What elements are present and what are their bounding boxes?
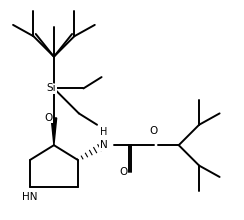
- Text: O: O: [119, 167, 127, 177]
- Text: O: O: [44, 113, 52, 123]
- Text: H: H: [100, 127, 108, 137]
- Text: HN: HN: [22, 192, 38, 202]
- Text: N: N: [100, 140, 108, 150]
- Polygon shape: [51, 118, 57, 145]
- Text: Si: Si: [46, 83, 56, 94]
- Text: O: O: [150, 126, 158, 136]
